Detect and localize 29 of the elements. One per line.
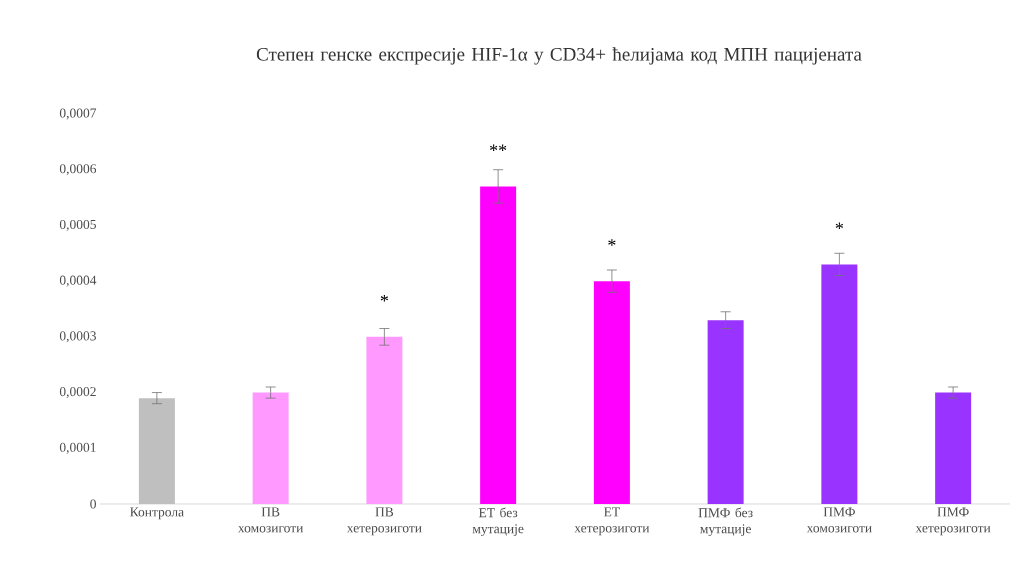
y-tick-label: 0,0006 [59,164,97,176]
annotation: * [608,239,616,246]
y-tick-label: 0,0004 [59,275,97,287]
bar [593,281,630,504]
x-tick-label: ЕТ без мутације [472,507,524,537]
x-tick-label: Контрола [130,507,184,520]
y-tick-label: 0,0001 [59,442,96,454]
x-tick-label: ПМФ хомозиготи [806,507,872,533]
chart-title: Степен генске експресије HIF-1α у CD34+ ћелијама код МПН пацијената [256,47,862,65]
annotation: ** [490,144,507,152]
annotation: * [380,294,389,302]
y-tick-label: 0,0003 [59,331,96,343]
y-tick-label: 0,0005 [59,219,96,231]
y-tick-label: 0,0007 [59,108,97,120]
x-tick-label: ЕТ хетерозиготи [574,507,650,536]
bar [707,320,744,504]
bar [935,392,972,504]
y-tick-label: 0,0002 [59,387,96,399]
annotation: * [835,222,844,230]
x-tick-label: ПВ хомозиготи [238,507,304,533]
bar [252,392,289,504]
x-tick-label: ПМФ хетерозиготи [915,507,991,536]
bar [138,398,175,504]
bar [366,336,403,504]
x-tick-label: ПМФ без мутације [698,507,753,537]
bar [821,264,858,504]
y-tick-label: 0 [90,499,96,509]
x-tick-label: ПВ хетерозиготи [346,507,422,536]
bar [480,186,517,504]
